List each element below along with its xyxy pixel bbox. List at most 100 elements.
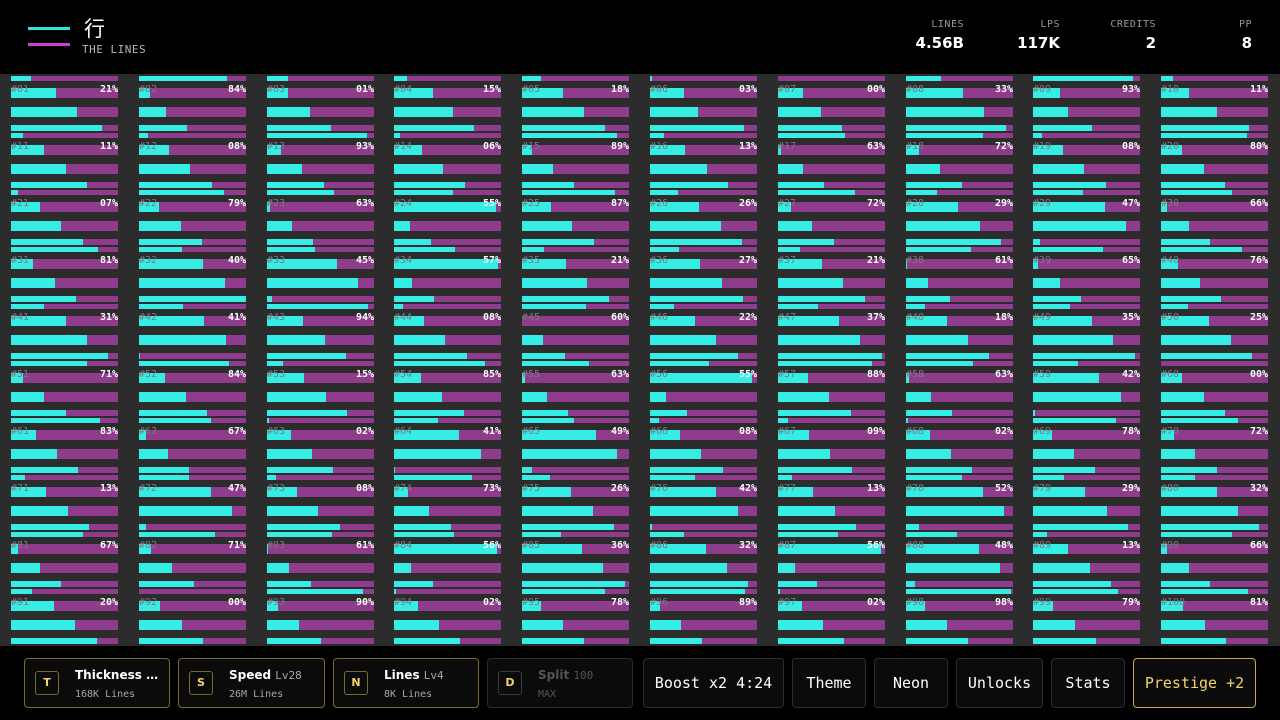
- line-cell[interactable]: #71 13%: [11, 473, 118, 530]
- line-cell[interactable]: #73 08%: [267, 473, 374, 530]
- line-cell[interactable]: #05 18%: [522, 74, 629, 131]
- line-cell[interactable]: #75 26%: [522, 473, 629, 530]
- line-cell[interactable]: #47 37%: [778, 302, 885, 359]
- line-cell[interactable]: #58 63%: [906, 359, 1013, 416]
- line-cell[interactable]: #56 55%: [650, 359, 757, 416]
- line-cell[interactable]: #23 63%: [267, 188, 374, 245]
- line-cell[interactable]: #37 21%: [778, 245, 885, 302]
- line-cell[interactable]: #61 83%: [11, 416, 118, 473]
- line-cell[interactable]: #77 13%: [778, 473, 885, 530]
- line-cell[interactable]: #69 78%: [1033, 416, 1140, 473]
- line-cell[interactable]: #22 79%: [139, 188, 246, 245]
- line-cell[interactable]: #53 15%: [267, 359, 374, 416]
- line-cell[interactable]: #66 08%: [650, 416, 757, 473]
- line-cell[interactable]: #31 81%: [11, 245, 118, 302]
- line-cell[interactable]: #50 25%: [1161, 302, 1268, 359]
- line-cell[interactable]: #16 13%: [650, 131, 757, 188]
- line-cell[interactable]: #70 72%: [1161, 416, 1268, 473]
- line-cell[interactable]: #84 56%: [394, 530, 501, 587]
- line-cell[interactable]: #83 61%: [267, 530, 374, 587]
- line-cell[interactable]: #89 13%: [1033, 530, 1140, 587]
- line-cell[interactable]: #20 80%: [1161, 131, 1268, 188]
- line-cell[interactable]: #12 08%: [139, 131, 246, 188]
- line-cell[interactable]: #49 35%: [1033, 302, 1140, 359]
- line-cell[interactable]: #68 02%: [906, 416, 1013, 473]
- line-cell[interactable]: #51 71%: [11, 359, 118, 416]
- line-cell[interactable]: #60 00%: [1161, 359, 1268, 416]
- line-cell[interactable]: #97 02%: [778, 587, 885, 644]
- line-cell[interactable]: #08 33%: [906, 74, 1013, 131]
- line-cell[interactable]: #29 47%: [1033, 188, 1140, 245]
- line-cell[interactable]: #81 67%: [11, 530, 118, 587]
- line-cell[interactable]: #62 67%: [139, 416, 246, 473]
- line-cell[interactable]: #87 56%: [778, 530, 885, 587]
- line-cell[interactable]: #96 89%: [650, 587, 757, 644]
- line-cell[interactable]: #80 32%: [1161, 473, 1268, 530]
- line-cell[interactable]: #09 93%: [1033, 74, 1140, 131]
- line-cell[interactable]: #34 57%: [394, 245, 501, 302]
- line-cell[interactable]: #79 29%: [1033, 473, 1140, 530]
- line-cell[interactable]: #25 87%: [522, 188, 629, 245]
- line-cell[interactable]: #54 85%: [394, 359, 501, 416]
- line-cell[interactable]: #74 73%: [394, 473, 501, 530]
- line-cell[interactable]: #36 27%: [650, 245, 757, 302]
- theme-button[interactable]: Theme: [792, 658, 866, 708]
- line-cell[interactable]: #30 66%: [1161, 188, 1268, 245]
- line-cell[interactable]: #91 20%: [11, 587, 118, 644]
- line-cell[interactable]: #44 08%: [394, 302, 501, 359]
- line-cell[interactable]: #42 41%: [139, 302, 246, 359]
- line-cell[interactable]: #65 49%: [522, 416, 629, 473]
- line-cell[interactable]: #78 52%: [906, 473, 1013, 530]
- line-cell[interactable]: #01 21%: [11, 74, 118, 131]
- line-cell[interactable]: #85 36%: [522, 530, 629, 587]
- line-cell[interactable]: #32 40%: [139, 245, 246, 302]
- stats-button[interactable]: Stats: [1051, 658, 1125, 708]
- line-cell[interactable]: #17 63%: [778, 131, 885, 188]
- line-cell[interactable]: #06 03%: [650, 74, 757, 131]
- line-cell[interactable]: #57 88%: [778, 359, 885, 416]
- line-cell[interactable]: #26 26%: [650, 188, 757, 245]
- line-cell[interactable]: #82 71%: [139, 530, 246, 587]
- line-cell[interactable]: #98 98%: [906, 587, 1013, 644]
- line-cell[interactable]: #43 94%: [267, 302, 374, 359]
- line-cell[interactable]: #52 84%: [139, 359, 246, 416]
- line-cell[interactable]: #94 02%: [394, 587, 501, 644]
- upgrade-thickness-button[interactable]: T Thickness … 168K Lines: [24, 658, 170, 708]
- line-cell[interactable]: #40 76%: [1161, 245, 1268, 302]
- prestige-button[interactable]: Prestige +2: [1133, 658, 1256, 708]
- line-cell[interactable]: #99 79%: [1033, 587, 1140, 644]
- line-cell[interactable]: #03 01%: [267, 74, 374, 131]
- line-cell[interactable]: #27 72%: [778, 188, 885, 245]
- boost-button[interactable]: Boost x2 4:24: [643, 658, 784, 708]
- line-cell[interactable]: #13 93%: [267, 131, 374, 188]
- line-cell[interactable]: #02 84%: [139, 74, 246, 131]
- line-cell[interactable]: #59 42%: [1033, 359, 1140, 416]
- line-cell[interactable]: #15 89%: [522, 131, 629, 188]
- line-cell[interactable]: #14 06%: [394, 131, 501, 188]
- upgrade-speed-button[interactable]: S Speed Lv28 26M Lines: [178, 658, 325, 708]
- line-cell[interactable]: #64 41%: [394, 416, 501, 473]
- line-cell[interactable]: #07 00%: [778, 74, 885, 131]
- line-cell[interactable]: #35 21%: [522, 245, 629, 302]
- line-cell[interactable]: #46 22%: [650, 302, 757, 359]
- line-cell[interactable]: #95 78%: [522, 587, 629, 644]
- line-cell[interactable]: #63 02%: [267, 416, 374, 473]
- line-cell[interactable]: #72 47%: [139, 473, 246, 530]
- line-cell[interactable]: #45 60%: [522, 302, 629, 359]
- upgrade-split-button[interactable]: D Split 100 MAX: [487, 658, 633, 708]
- line-cell[interactable]: #93 90%: [267, 587, 374, 644]
- line-cell[interactable]: #41 31%: [11, 302, 118, 359]
- line-cell[interactable]: #19 08%: [1033, 131, 1140, 188]
- line-cell[interactable]: #11 11%: [11, 131, 118, 188]
- line-cell[interactable]: #100 81%: [1161, 587, 1268, 644]
- neon-button[interactable]: Neon: [874, 658, 948, 708]
- line-cell[interactable]: #04 15%: [394, 74, 501, 131]
- line-cell[interactable]: #67 09%: [778, 416, 885, 473]
- line-cell[interactable]: #48 18%: [906, 302, 1013, 359]
- unlocks-button[interactable]: Unlocks: [956, 658, 1043, 708]
- line-cell[interactable]: #21 07%: [11, 188, 118, 245]
- line-cell[interactable]: #33 45%: [267, 245, 374, 302]
- line-cell[interactable]: #76 42%: [650, 473, 757, 530]
- line-cell[interactable]: #10 11%: [1161, 74, 1268, 131]
- line-cell[interactable]: #24 55%: [394, 188, 501, 245]
